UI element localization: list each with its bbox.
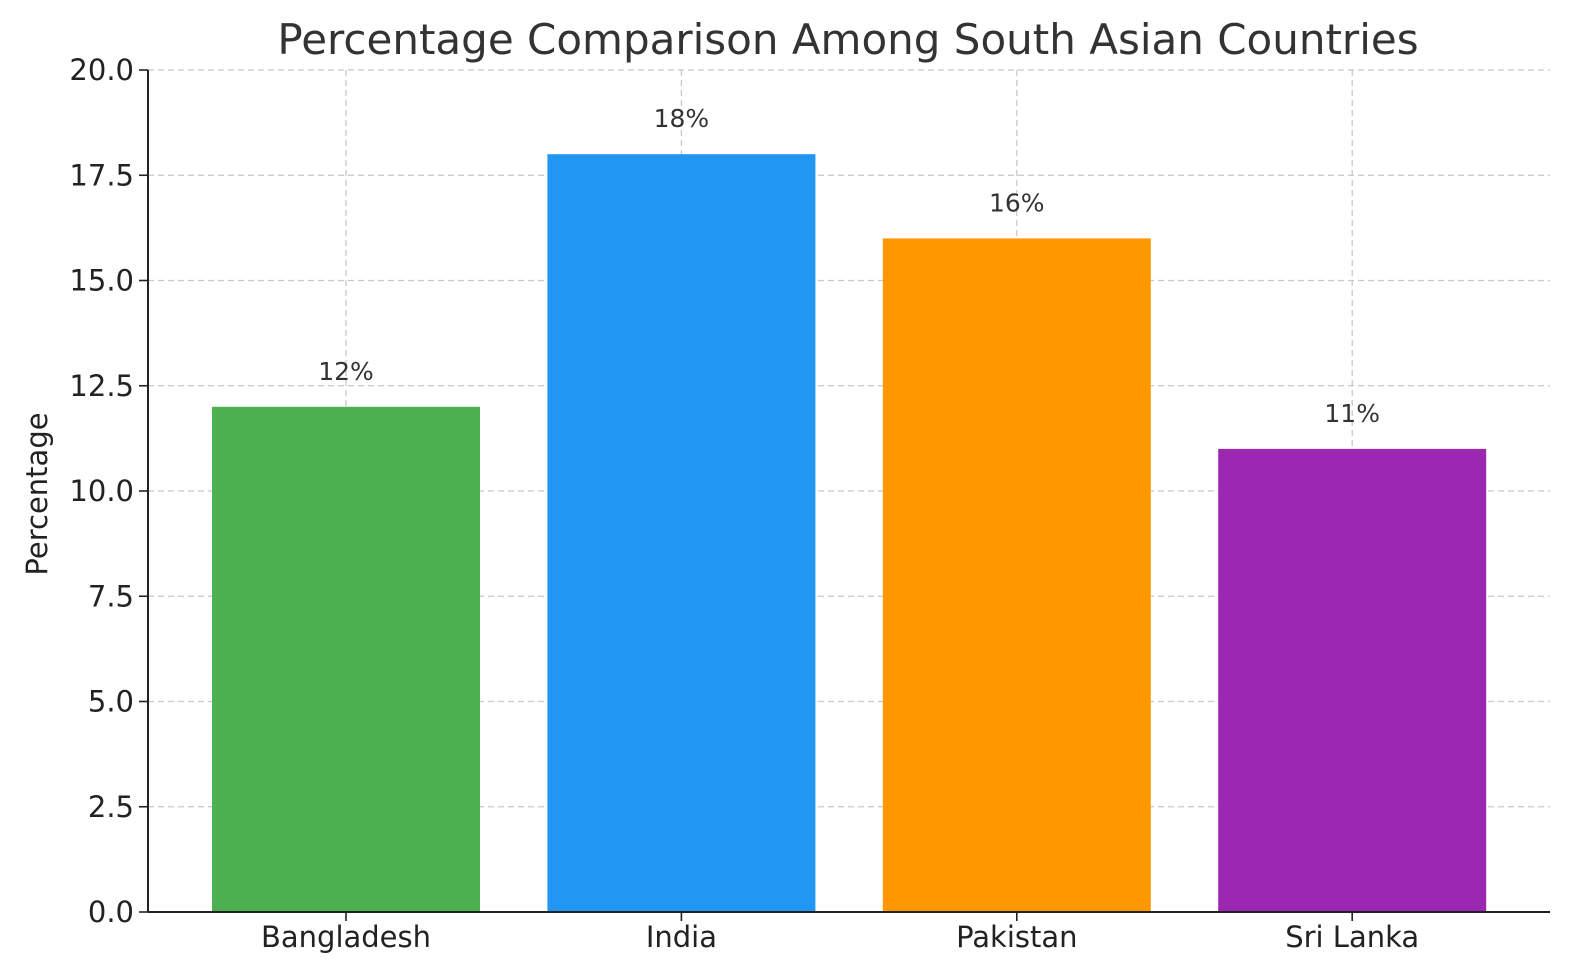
y-tick-label: 12.5 (69, 369, 134, 403)
y-tick-label: 5.0 (88, 685, 134, 719)
y-ticks: 0.0 2.5 5.0 7.5 10.0 12.5 15.0 17.5 20.0 (69, 53, 148, 929)
data-labels: 12% 18% 16% 11% (318, 104, 1380, 428)
y-tick-label: 0.0 (88, 895, 134, 929)
bar-bangladesh (212, 406, 480, 912)
y-tick-label: 7.5 (88, 579, 134, 613)
y-axis-label: Percentage (20, 412, 54, 575)
bar-india (547, 154, 816, 912)
bar-sri-lanka (1218, 448, 1487, 912)
chart-title: Percentage Comparison Among South Asian … (277, 15, 1418, 64)
bar-pakistan (882, 238, 1151, 912)
data-label: 11% (1324, 399, 1380, 428)
y-tick-label: 2.5 (88, 790, 134, 824)
data-label: 18% (654, 104, 710, 133)
y-tick-label: 17.5 (69, 158, 134, 192)
y-tick-label: 10.0 (69, 474, 134, 508)
x-tick-label: Bangladesh (261, 920, 431, 954)
bars (212, 154, 1487, 912)
x-ticks: Bangladesh India Pakistan Sri Lanka (261, 912, 1419, 954)
x-tick-label: Sri Lanka (1285, 920, 1419, 954)
x-tick-label: Pakistan (956, 920, 1077, 954)
data-label: 16% (989, 188, 1045, 217)
y-tick-label: 15.0 (69, 264, 134, 298)
data-label: 12% (318, 357, 374, 386)
x-tick-label: India (646, 920, 717, 954)
y-tick-label: 20.0 (69, 53, 134, 87)
